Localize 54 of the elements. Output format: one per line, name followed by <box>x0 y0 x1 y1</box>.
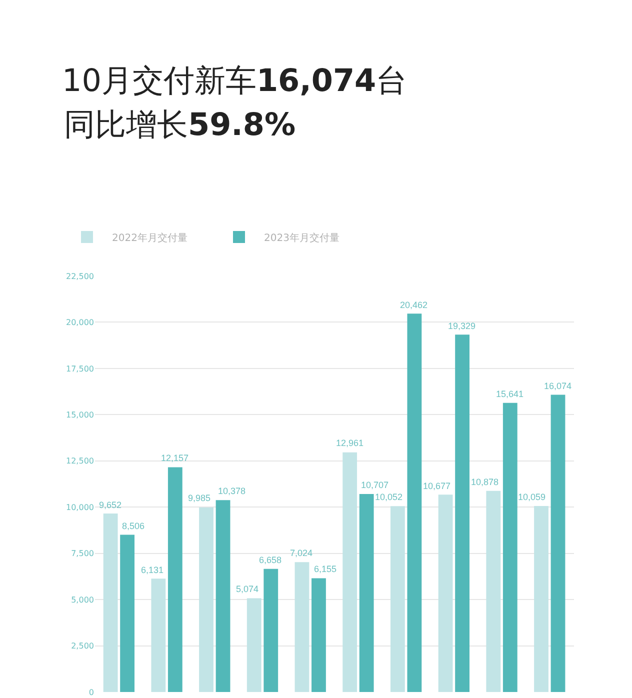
bar <box>550 394 566 692</box>
data-label: 6,131 <box>141 565 164 575</box>
y-tick-label: 17,500 <box>66 364 94 374</box>
bar <box>294 562 310 692</box>
chart-subtitle: 同比增长59.8% <box>64 107 296 143</box>
data-label: 6,658 <box>259 555 282 565</box>
bar <box>264 568 278 692</box>
bar <box>486 490 501 692</box>
y-tick-label: 5,000 <box>71 595 94 604</box>
data-label: 7,024 <box>290 548 313 558</box>
bar <box>246 598 262 692</box>
legend-label: 2023年月交付量 <box>264 232 340 244</box>
y-tick-label: 10,000 <box>66 502 94 512</box>
data-label: 10,878 <box>471 477 499 487</box>
data-label: 20,462 <box>400 300 428 310</box>
data-label: 10,677 <box>423 481 451 491</box>
bar <box>455 334 470 692</box>
data-label: 9,985 <box>188 493 211 503</box>
data-label: 19,329 <box>448 321 476 331</box>
data-label: 10,707 <box>361 480 389 490</box>
bar <box>534 506 548 692</box>
bar <box>502 402 518 692</box>
data-label: 10,378 <box>218 486 246 496</box>
data-label: 6,155 <box>314 564 337 574</box>
y-tick-label: 22,500 <box>66 272 94 281</box>
legend-label: 2022年月交付量 <box>112 232 188 244</box>
data-label: 5,074 <box>236 584 259 594</box>
bar <box>438 494 453 692</box>
bar <box>103 514 118 692</box>
bar <box>151 578 166 692</box>
y-tick-label: 7,500 <box>71 549 94 558</box>
data-label: 12,157 <box>161 453 189 463</box>
data-label: 8,506 <box>122 521 145 531</box>
bar <box>216 500 230 692</box>
data-label: 15,641 <box>496 389 524 399</box>
bar <box>390 506 405 692</box>
y-tick-label: 20,000 <box>66 318 94 328</box>
data-label: 16,074 <box>544 381 572 391</box>
y-tick-label: 15,000 <box>66 410 94 420</box>
y-tick-label: 2,500 <box>71 642 94 651</box>
bar <box>199 507 214 692</box>
data-label: 12,961 <box>336 438 364 448</box>
y-tick-label: 0 <box>88 688 94 697</box>
bar <box>120 534 134 692</box>
chart-title: 10月交付新车16,074台 <box>62 62 408 99</box>
bar <box>342 452 358 692</box>
bar <box>168 467 182 692</box>
data-label: 10,052 <box>375 492 403 502</box>
y-tick-label: 12,500 <box>66 456 94 466</box>
bar <box>407 314 422 692</box>
bar <box>359 494 374 692</box>
data-label: 9,652 <box>99 500 122 510</box>
bar <box>312 578 326 692</box>
data-label: 10,059 <box>518 492 546 502</box>
